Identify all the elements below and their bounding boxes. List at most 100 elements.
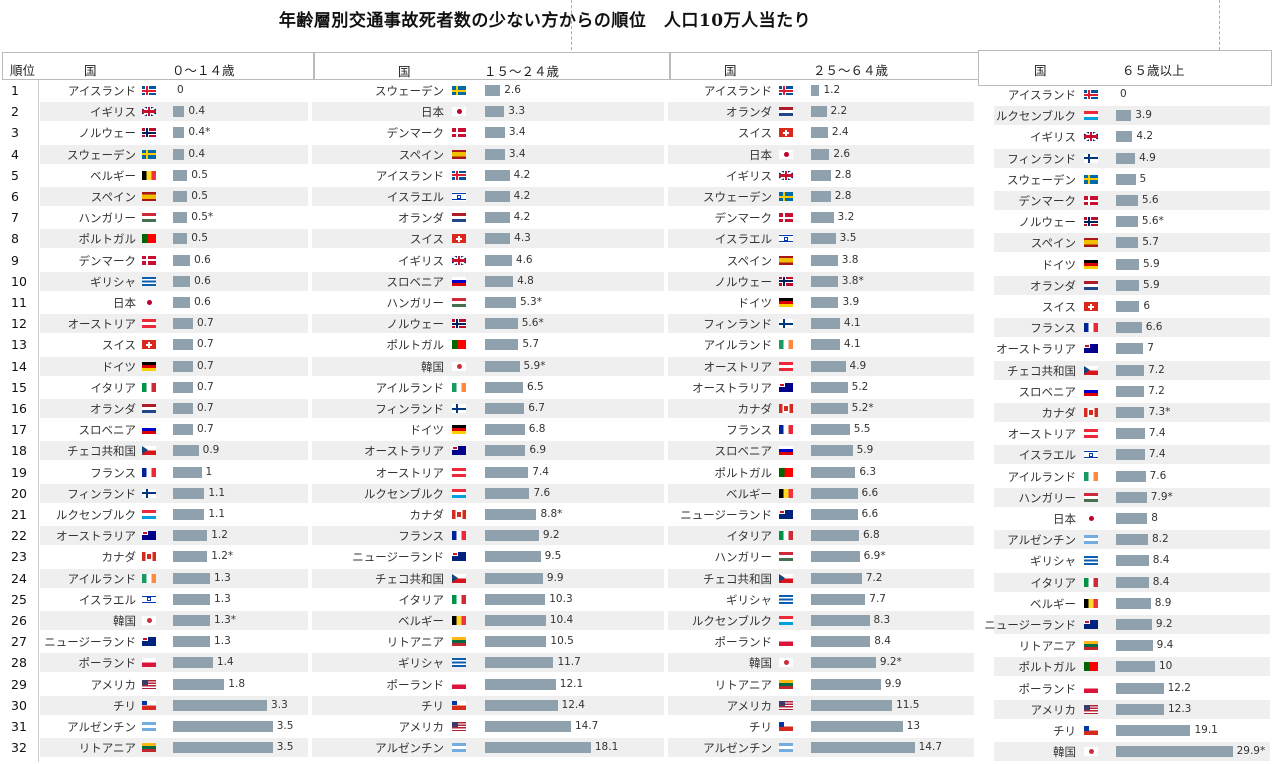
rank-number: 8 xyxy=(11,231,19,247)
value-label: 6.7 xyxy=(528,402,545,414)
country-label: リトアニア xyxy=(1018,639,1076,654)
rank-number: 19 xyxy=(11,464,27,480)
rank-number: 21 xyxy=(11,507,27,522)
value-label: 0.4 xyxy=(188,147,206,160)
bar xyxy=(485,360,520,372)
star xyxy=(147,597,151,602)
bar xyxy=(1116,661,1155,673)
value-label: 0.7 xyxy=(196,317,214,330)
flag-icon xyxy=(142,679,156,689)
country-label: スペイン xyxy=(726,253,772,268)
country-label: スイス xyxy=(101,338,136,353)
bar xyxy=(1116,152,1136,164)
bar xyxy=(1116,534,1148,546)
country-label: スロベニア xyxy=(386,274,445,289)
country-label: ドイツ xyxy=(409,423,445,438)
value-label: 6.6 xyxy=(861,486,879,499)
flag-icon xyxy=(452,255,466,265)
cross-h xyxy=(1084,93,1098,96)
bar xyxy=(1116,343,1144,355)
flag-icon xyxy=(142,594,156,604)
country-label: チェコ共和国 xyxy=(703,571,772,586)
country-label: ベルギー xyxy=(90,168,136,183)
bar xyxy=(1116,279,1139,291)
rank-number: 18 xyxy=(11,443,27,459)
sun-dot xyxy=(783,660,789,666)
value-label: 0.9 xyxy=(202,444,220,457)
flag-icon xyxy=(779,404,793,413)
sun-dot xyxy=(456,109,462,115)
bar xyxy=(485,636,547,648)
bar xyxy=(485,127,505,139)
rank-number: 12 xyxy=(11,316,27,332)
flag-icon xyxy=(779,255,793,265)
bar xyxy=(173,636,211,648)
value-label: 10.4 xyxy=(549,614,574,626)
value-label: 12.4 xyxy=(561,698,585,711)
flag-icon xyxy=(1084,747,1098,757)
bar xyxy=(485,593,546,605)
flag-icon xyxy=(452,276,466,286)
rank-number: 5 xyxy=(11,167,19,183)
value-label: 7.4 xyxy=(1148,427,1166,440)
value-label: 4.8 xyxy=(517,274,534,287)
rank-number: 7 xyxy=(11,210,19,226)
country-label: ルクセンブルク xyxy=(995,109,1076,124)
country-label: チリ xyxy=(113,698,136,713)
value-label: 7.7 xyxy=(869,592,886,605)
cross-h xyxy=(1084,220,1098,223)
bar xyxy=(485,699,558,711)
bar xyxy=(811,169,831,181)
bar xyxy=(1116,407,1145,418)
bar xyxy=(1116,385,1145,397)
flag-icon xyxy=(1084,365,1098,375)
bar xyxy=(811,699,893,711)
bar xyxy=(173,381,193,393)
bar xyxy=(173,169,188,181)
value-label: 7.6 xyxy=(533,486,551,499)
cross-h xyxy=(779,89,793,92)
country-label: ポーランド xyxy=(1018,681,1077,696)
value-label: 0.5 xyxy=(191,232,208,245)
country-label: ドイツ xyxy=(101,359,137,374)
country-label: アメリカ xyxy=(398,720,444,734)
country-label: アルゼンチン xyxy=(67,720,136,734)
country-label: ベルギー xyxy=(1030,596,1076,611)
group-header-4: ６５歳以上 xyxy=(1122,63,1185,78)
rank-number: 9 xyxy=(11,252,19,268)
maple-leaf xyxy=(147,554,151,560)
cross-h xyxy=(779,322,793,325)
country-label: イギリス xyxy=(90,105,136,120)
rank-number: 3 xyxy=(11,125,19,141)
flag-icon xyxy=(452,488,466,498)
flag-icon xyxy=(142,722,156,731)
country-label: イタリア xyxy=(90,380,136,395)
flag-icon xyxy=(779,86,793,95)
bar xyxy=(485,381,524,393)
country-label: 日本 xyxy=(1053,512,1076,526)
country-label: チェコ共和国 xyxy=(67,444,136,459)
bar xyxy=(173,487,205,499)
flag-icon xyxy=(779,488,793,498)
divider-dashed-2 xyxy=(1219,0,1220,50)
flag-icon xyxy=(452,404,466,413)
bar xyxy=(1116,428,1145,440)
country-label: アイスランド xyxy=(1007,88,1076,102)
country-label: アイルランド xyxy=(67,571,136,586)
country-label: リトアニア xyxy=(386,635,444,650)
value-label: 1.2 xyxy=(823,84,841,96)
maple-leaf xyxy=(457,512,461,517)
bar xyxy=(173,742,273,754)
value-label: 12.3 xyxy=(1167,702,1192,715)
value-label: 2.6 xyxy=(504,84,521,96)
country-label: カナダ xyxy=(101,550,137,565)
bar xyxy=(1116,173,1136,185)
cross-h xyxy=(779,280,793,283)
country-label: アイスランド xyxy=(67,84,136,98)
flag-icon xyxy=(1084,323,1098,333)
value-label: 1.3* xyxy=(214,614,236,626)
country-label: ポーランド xyxy=(386,677,445,692)
bar xyxy=(173,445,199,457)
country-label: チリ xyxy=(421,698,444,713)
bar xyxy=(173,318,193,330)
